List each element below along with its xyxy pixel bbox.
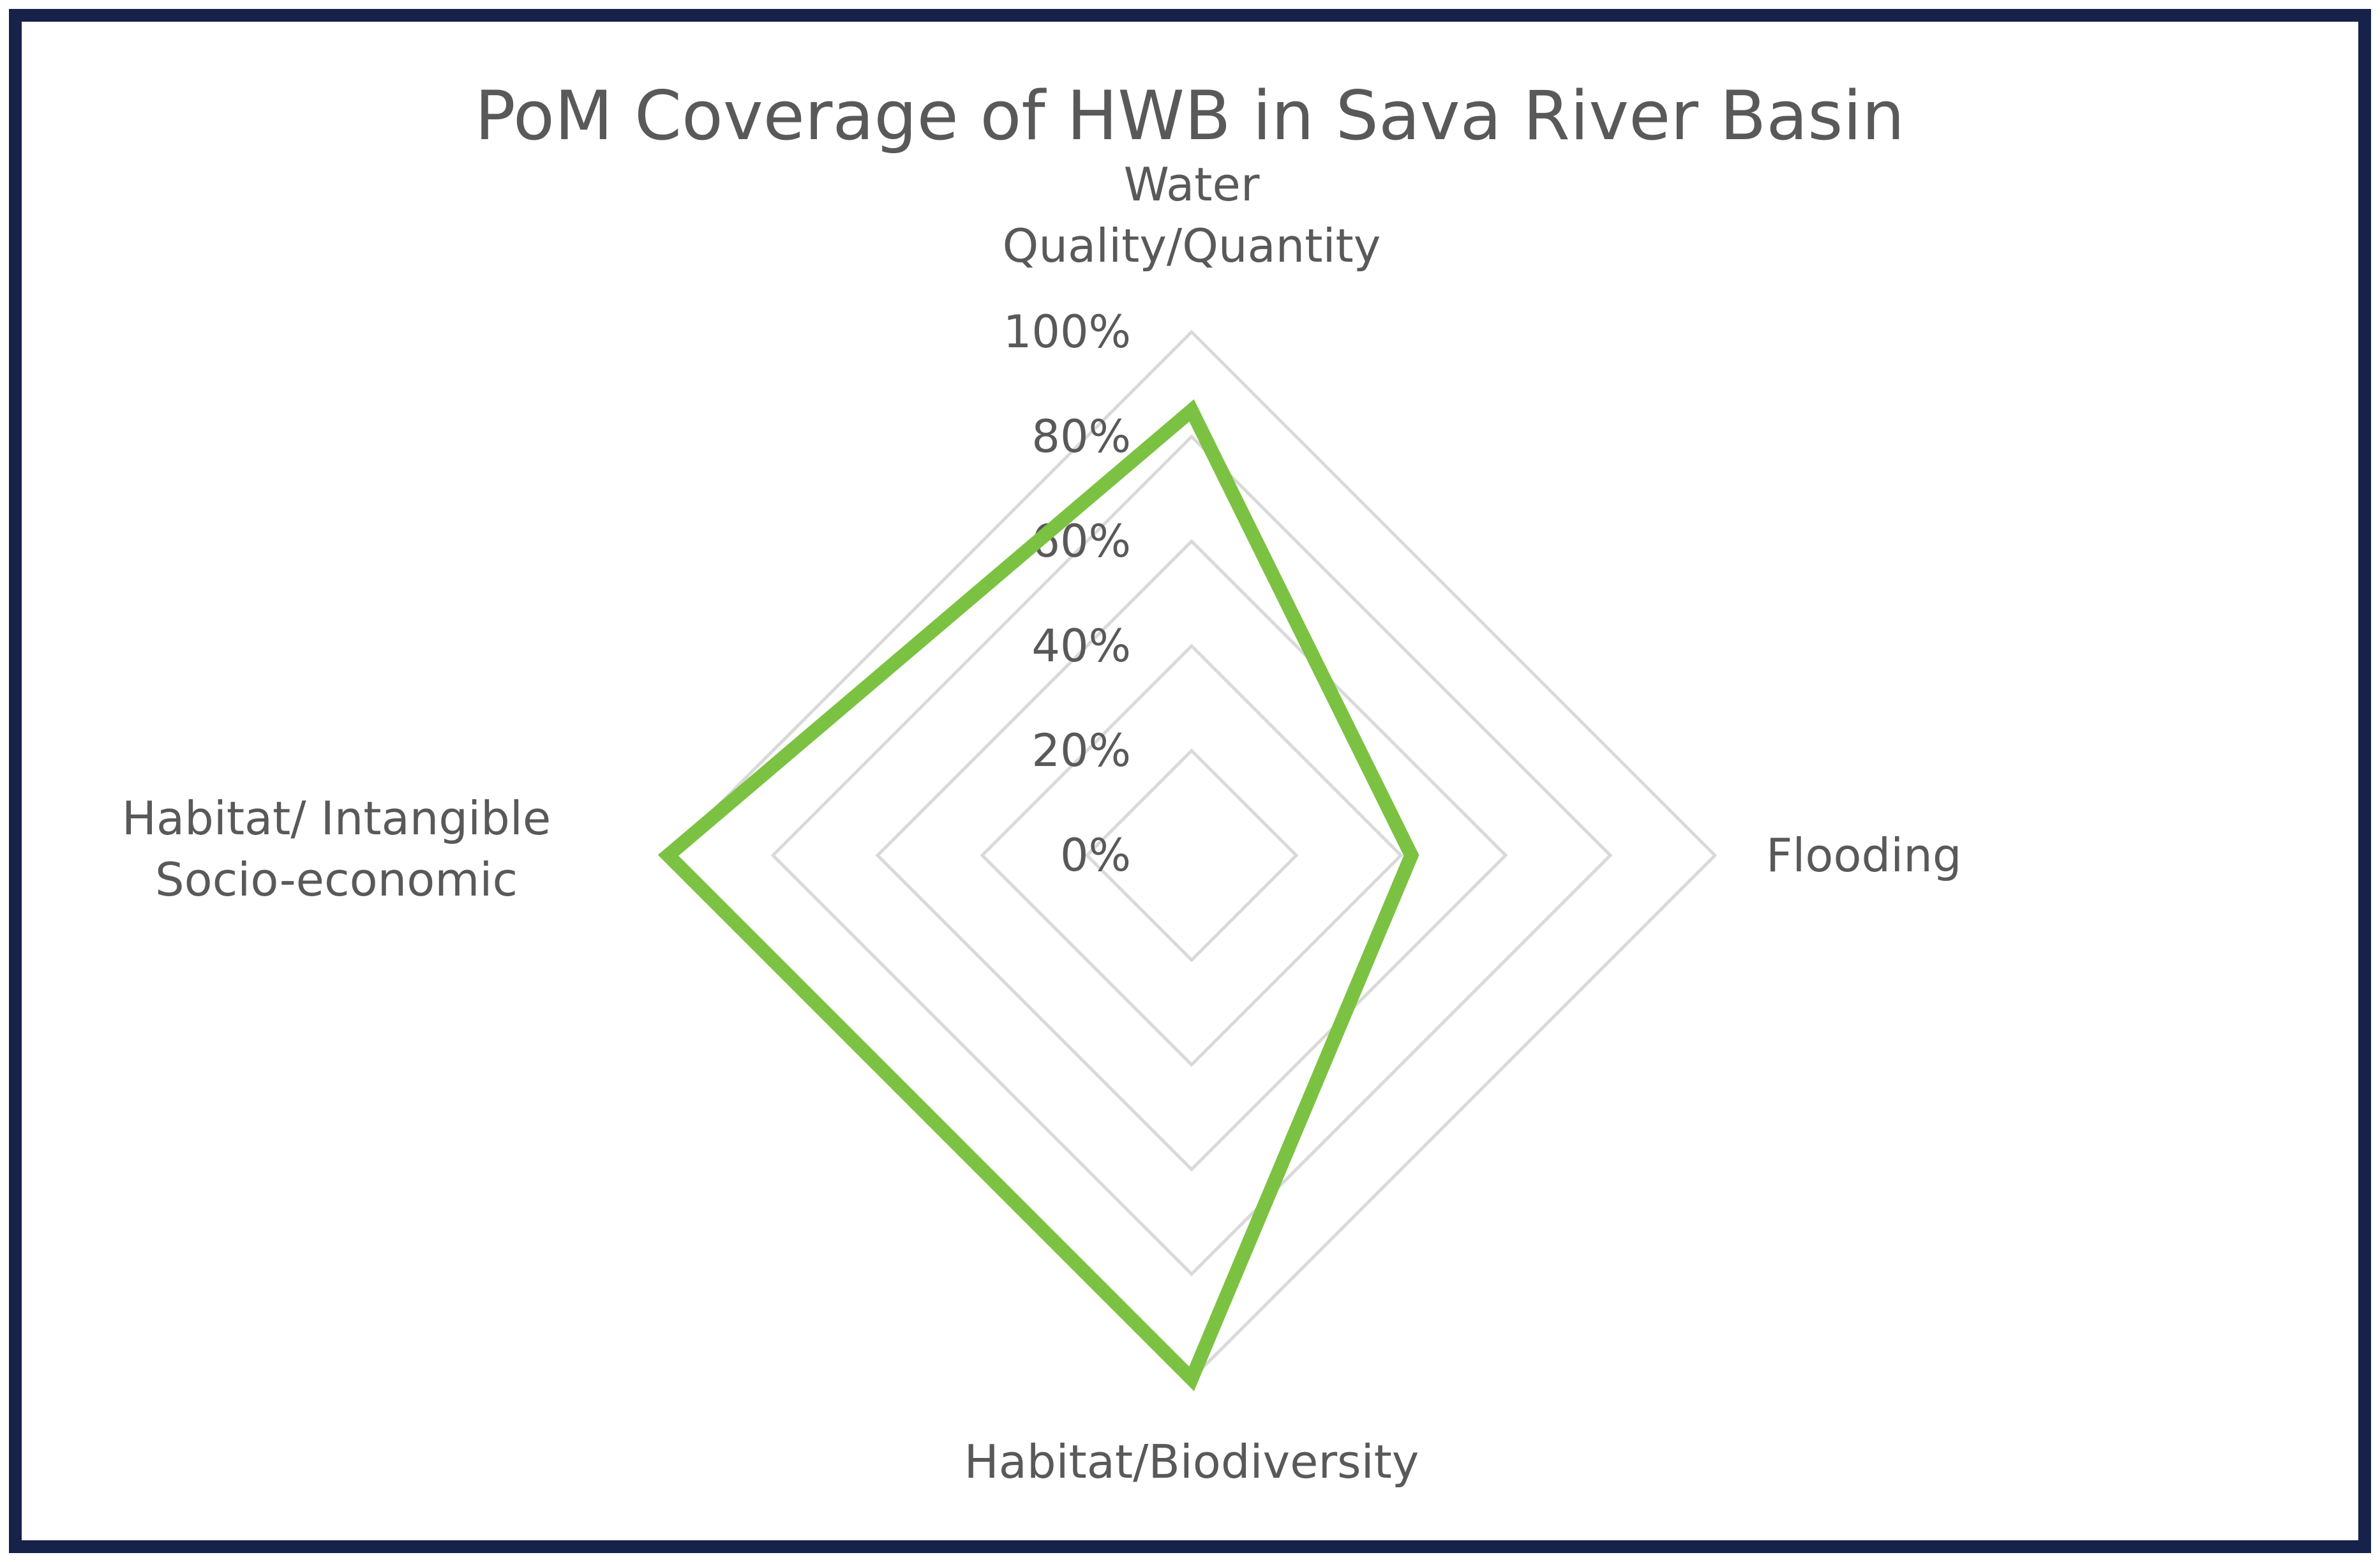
category-label-2: Habitat/Biodiversity: [964, 1435, 1419, 1489]
category-label-3-line-0: Habitat/ Intangible: [122, 792, 551, 845]
gridline-ring-3: [875, 539, 1508, 1172]
category-label-2-line-0: Habitat/Biodiversity: [964, 1435, 1419, 1489]
category-label-3: Habitat/ Intangible Socio-economic: [122, 792, 551, 906]
category-label-1-line-0: Flooding: [1766, 829, 1962, 882]
chart-frame: [9, 9, 2371, 1553]
gridline-ring-1: [1084, 748, 1299, 963]
gridline-ring-5: [666, 329, 1718, 1381]
gridline-ring-4: [770, 434, 1613, 1277]
grid-layer: [666, 329, 1718, 1381]
category-label-0-line-1: Quality/Quantity: [1003, 219, 1381, 273]
category-labels: Water Quality/Quantity Flooding Habitat/Bio…: [122, 158, 1962, 1489]
gridline-ring-2: [980, 643, 1403, 1067]
series-line-0: [657, 399, 1419, 1392]
tick-label-4: 80%: [1031, 410, 1131, 463]
tick-label-2: 40%: [1031, 620, 1131, 672]
tick-label-5: 100%: [1003, 306, 1131, 358]
series-layer: [657, 399, 1419, 1392]
chart-title: PoM Coverage of HWB in Sava River Basin: [475, 77, 1905, 155]
category-label-0: Water Quality/Quantity: [1003, 158, 1381, 273]
category-label-0-line-0: Water: [1124, 158, 1260, 211]
tick-label-0: 0%: [1060, 829, 1131, 882]
category-label-1: Flooding: [1766, 829, 1962, 882]
category-label-3-line-1: Socio-economic: [155, 853, 518, 906]
tick-labels: 0%20%40%60%80%100%: [1003, 306, 1131, 882]
tick-label-1: 20%: [1031, 725, 1131, 777]
